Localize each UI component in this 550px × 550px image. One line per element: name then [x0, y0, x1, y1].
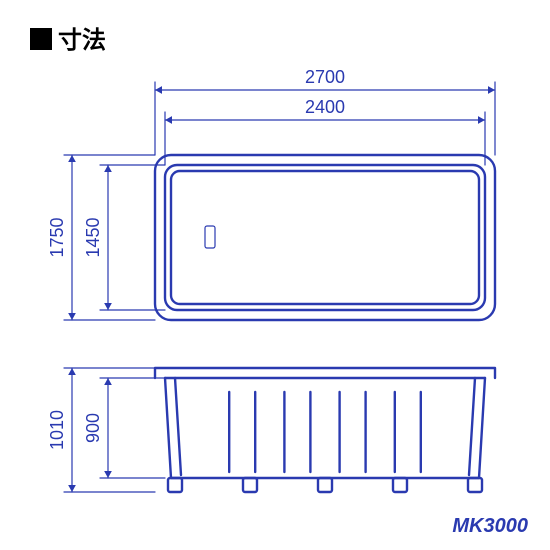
model-code: MK3000 — [452, 515, 528, 538]
svg-text:2700: 2700 — [305, 67, 345, 87]
dimension-drawing: 2700 2400 1750 1450 1010 900 — [0, 0, 550, 550]
svg-text:1450: 1450 — [83, 217, 103, 257]
svg-text:2400: 2400 — [305, 97, 345, 117]
svg-text:1750: 1750 — [47, 217, 67, 257]
svg-text:900: 900 — [83, 413, 103, 443]
svg-text:1010: 1010 — [47, 410, 67, 450]
